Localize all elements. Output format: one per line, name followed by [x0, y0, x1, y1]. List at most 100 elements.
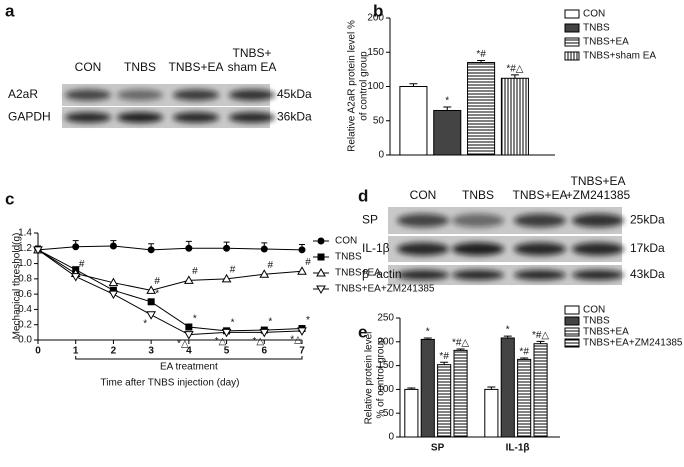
significance-mark: *: [426, 327, 430, 338]
marker: [147, 246, 155, 254]
marker: [317, 253, 325, 261]
kda-label: 17kDa: [630, 241, 665, 255]
y-tick-label: 150: [367, 47, 384, 58]
y-tick-label: 0.0: [18, 335, 32, 346]
marker: [70, 273, 81, 282]
lane-label: +ZM241385: [566, 188, 631, 202]
legend-label: TNBS: [583, 316, 610, 327]
marker: [317, 237, 325, 245]
significance-mark: *: [155, 288, 159, 299]
significance-mark: *#△: [452, 338, 469, 349]
marker: [221, 328, 232, 338]
legend-swatch: [564, 316, 580, 326]
y-tick-label: 1.2: [18, 243, 32, 254]
legend-swatch: [564, 51, 580, 61]
marker: [146, 311, 157, 320]
blot-band: [514, 213, 566, 228]
y-tick-label: 0.2: [18, 319, 32, 330]
error-bar: [503, 335, 512, 338]
blot-band: [228, 89, 276, 101]
bar: [433, 109, 462, 156]
marker: [297, 327, 307, 336]
error-bar: [443, 106, 452, 111]
legend-label: TNBS+sham EA: [583, 51, 656, 62]
significance-mark: *: [143, 318, 147, 329]
marker: [221, 273, 232, 283]
legend-label: TNBS+EA: [583, 327, 629, 338]
panel-label: c: [5, 189, 14, 208]
marker: [259, 328, 270, 338]
protein-label: SP: [362, 213, 378, 227]
significance-mark: #: [305, 257, 311, 268]
marker: [298, 246, 306, 254]
legend-label: CON: [335, 236, 357, 247]
marker: [185, 244, 193, 252]
marker: [108, 290, 119, 300]
error-bar: [440, 361, 449, 365]
kda-label: 45kDa: [277, 87, 312, 101]
error-bar: [536, 340, 545, 344]
y-tick-label: 200: [367, 13, 384, 24]
significance-mark: *#: [476, 49, 486, 60]
lane-label: TNBS+: [232, 46, 271, 60]
marker: [33, 246, 43, 255]
legend-swatch: [564, 327, 580, 337]
blot-band: [397, 242, 449, 256]
blot-band: [572, 213, 624, 228]
blot-band: [572, 242, 624, 256]
panel-label: b: [373, 1, 383, 20]
bracket-label: EA treatment: [160, 362, 218, 373]
marker: [183, 331, 194, 340]
legend-label: CON: [583, 305, 605, 316]
y-tick-label: 0: [388, 432, 394, 443]
blot-band: [452, 242, 504, 256]
bar: [404, 388, 419, 438]
y-tick-label: 0.8: [18, 273, 32, 284]
y-axis-label: Relative protein level: [364, 332, 375, 425]
legend-swatch: [564, 305, 580, 315]
legend-swatch: [564, 37, 580, 47]
y-axis-label: Mechanical threshold(g): [12, 233, 23, 340]
bar: [500, 337, 515, 438]
error-bar: [510, 74, 519, 79]
kda-label: 43kDa: [630, 267, 665, 281]
error-bar: [407, 387, 416, 390]
x-tick-label: 0: [35, 346, 41, 357]
marker: [316, 267, 326, 277]
error-bar: [409, 83, 418, 87]
blot-band: [572, 270, 624, 280]
x-tick-label: 5: [224, 346, 230, 357]
bar: [500, 77, 529, 156]
blot-band: [116, 112, 164, 123]
significance-mark: *: [506, 325, 510, 336]
blot-band: [514, 242, 566, 256]
legend-label: TNBS: [583, 23, 610, 34]
significance-mark: *△: [215, 336, 227, 347]
y-tick-label: 50: [373, 115, 385, 126]
error-bar: [423, 337, 432, 340]
significance-mark: *: [268, 317, 272, 328]
marker: [223, 244, 231, 252]
y-tick-label: 0.6: [18, 289, 32, 300]
y-tick-label: 50: [383, 408, 395, 419]
blot-band: [172, 112, 220, 123]
protein-label: A2aR: [8, 87, 38, 101]
marker: [147, 298, 155, 306]
bar: [453, 349, 468, 438]
error-bar: [487, 386, 496, 390]
panel-label: a: [5, 1, 15, 20]
significance-mark: *△: [290, 334, 302, 345]
kda-label: 25kDa: [630, 213, 665, 227]
y-tick-label: 200: [377, 336, 394, 347]
y-tick-label: 100: [377, 384, 394, 395]
x-tick-label: IL-1β: [506, 443, 530, 454]
x-tick-label: 1: [73, 346, 79, 357]
y-axis-label: Relative A2aR protein level %: [347, 20, 358, 152]
series-line: [37, 249, 303, 291]
blot-band: [452, 270, 504, 280]
legend-swatch: [564, 9, 580, 19]
y-tick-label: 250: [377, 313, 394, 324]
bar: [517, 358, 532, 438]
bar: [420, 338, 435, 438]
